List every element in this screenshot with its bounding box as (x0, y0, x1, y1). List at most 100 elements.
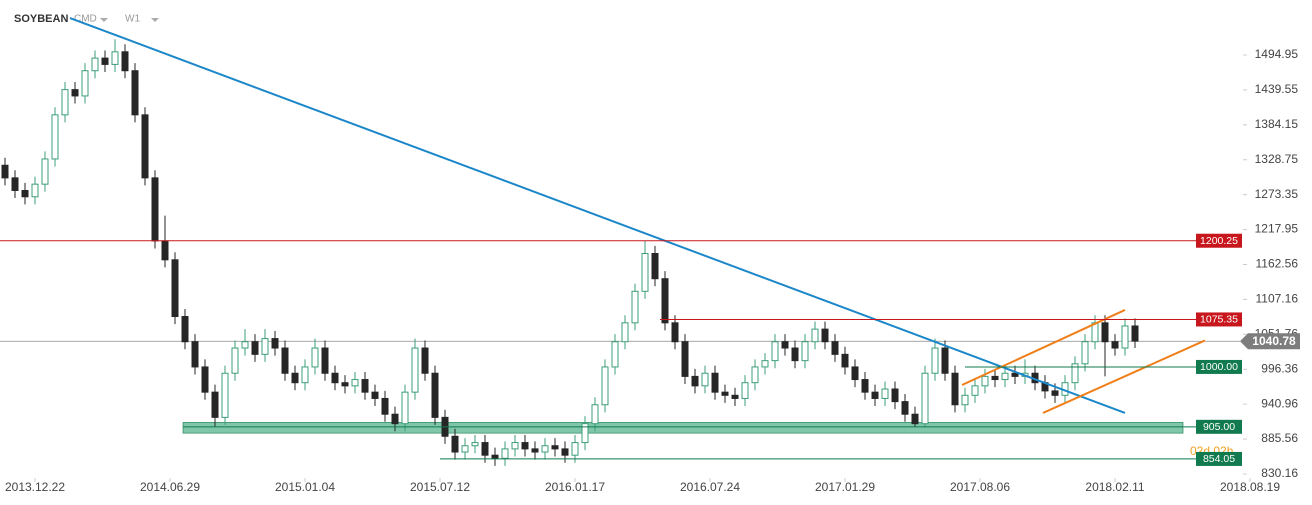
candle-body (961, 394, 969, 406)
candle-body (71, 89, 79, 97)
x-tick-label: 2015.01.04 (275, 480, 335, 494)
y-tick-label: 1494.95 (1255, 47, 1299, 61)
y-tick-label: 1162.56 (1256, 257, 1299, 271)
x-tick-label: 2014.06.29 (140, 480, 200, 494)
trendline (1042, 339, 1206, 414)
level-label: 1200.25 (1200, 235, 1238, 247)
candle-body (301, 366, 309, 384)
candle-body (711, 372, 719, 393)
level-label-box (1196, 419, 1242, 434)
level-label: 854.05 (1203, 453, 1235, 465)
candle-body (231, 347, 239, 374)
candle-body (271, 338, 279, 349)
candle-body (211, 391, 219, 418)
trendline (69, 17, 1126, 414)
candle-body (871, 391, 879, 399)
candle-body (401, 391, 409, 425)
level-label: 1075.35 (1200, 314, 1238, 326)
level-label-box (1196, 451, 1242, 466)
candle-body (191, 341, 199, 368)
candle-body (431, 372, 439, 418)
candle-body (251, 341, 259, 355)
candle-body (741, 382, 749, 399)
candle-body (831, 341, 839, 355)
candle-body (521, 442, 529, 450)
candle-body (1081, 341, 1089, 365)
candle-body (291, 372, 299, 384)
candle-body (481, 442, 489, 456)
symbol[interactable]: SOYBEAN (14, 13, 68, 25)
candle-body (171, 259, 179, 318)
candle-body (351, 379, 359, 387)
candle-body (451, 435, 459, 453)
x-tick-label: 2018.02.11 (1085, 480, 1144, 494)
level-label-box (1196, 312, 1242, 327)
x-tick-label: 2018.08.19 (1220, 480, 1280, 494)
candle-body (541, 445, 549, 453)
candle-body (901, 401, 909, 415)
candle-body (51, 114, 59, 160)
x-tick-label: 2013.12.22 (5, 480, 65, 494)
level-label: 905.00 (1203, 421, 1235, 433)
trendline (961, 309, 1126, 386)
candle-body (911, 413, 919, 425)
candle-body (891, 388, 899, 403)
level-label-box (1196, 359, 1242, 374)
candle-body (1, 164, 9, 179)
y-tick-label: 1439.55 (1255, 82, 1299, 96)
y-tick-label: 940.96 (1261, 396, 1298, 410)
candle-body (781, 341, 789, 349)
candle-body (1011, 372, 1019, 377)
candle-body (931, 347, 939, 374)
candle-body (611, 341, 619, 368)
support-zone (182, 422, 1184, 434)
y-tick-label: 1328.75 (1255, 152, 1299, 166)
candle-body (131, 70, 139, 116)
candle-body (561, 448, 569, 456)
dropdown-arrow[interactable] (100, 18, 108, 22)
candle-body (81, 70, 89, 97)
candle-body (731, 394, 739, 399)
y-tick-label: 1273.35 (1255, 187, 1299, 201)
candle-body (791, 347, 799, 362)
candle-body (341, 382, 349, 387)
candle-body (771, 341, 779, 362)
dropdown-arrow[interactable] (151, 18, 159, 22)
candle-body (181, 316, 189, 343)
candle-body (821, 328, 829, 343)
candle-body (581, 423, 589, 444)
y-tick-label: 830.16 (1261, 466, 1298, 480)
candle-body (501, 448, 509, 459)
x-tick-label: 2017.01.29 (815, 480, 875, 494)
candle-body (671, 322, 679, 343)
y-tick-label: 1217.95 (1255, 222, 1299, 236)
y-tick-label: 885.56 (1261, 431, 1298, 445)
candle-body (371, 391, 379, 399)
candle-body (361, 379, 369, 393)
candle-body (411, 347, 419, 393)
candle-body (161, 240, 169, 261)
candle-body (601, 366, 609, 406)
candle-body (201, 366, 209, 393)
candle-body (1101, 322, 1109, 343)
candle-body (761, 360, 769, 368)
current-price-label: 1040.78 (1252, 334, 1296, 348)
y-tick-label: 1107.16 (1256, 292, 1299, 306)
candle-body (281, 347, 289, 374)
candle-body (681, 341, 689, 377)
candle-body (531, 448, 539, 453)
candle-body (21, 189, 29, 198)
market[interactable]: CMD (74, 14, 97, 25)
x-tick-label: 2017.08.06 (950, 480, 1010, 494)
candle-body (981, 375, 989, 387)
candle-body (721, 391, 729, 396)
candle-body (1051, 390, 1059, 396)
interval[interactable]: W1 (125, 14, 140, 25)
candle-body (11, 177, 19, 191)
candle-body (641, 252, 649, 292)
candle-body (971, 385, 979, 396)
candle-body (651, 252, 659, 280)
candle-body (101, 57, 109, 65)
candle-body (631, 290, 639, 324)
candle-body (1111, 341, 1119, 349)
